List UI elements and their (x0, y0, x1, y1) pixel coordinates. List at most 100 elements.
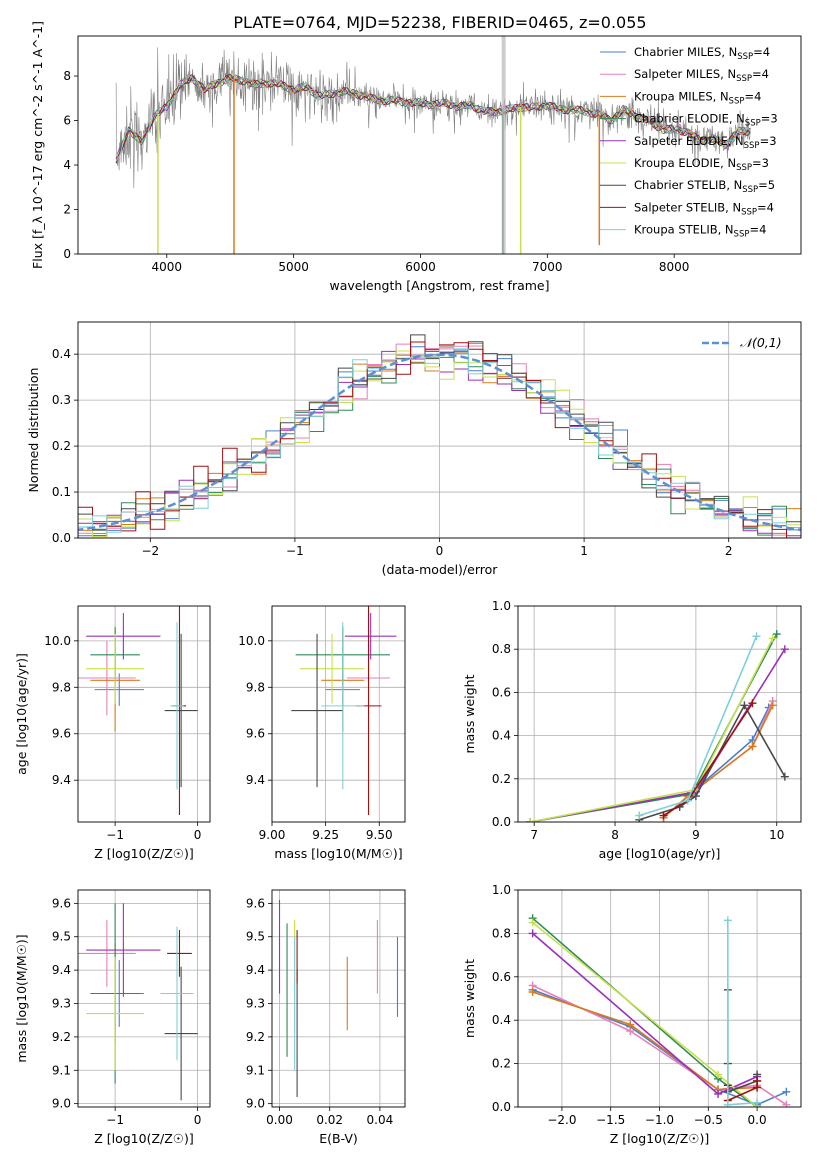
mass-weight-point (528, 987, 537, 996)
x-tick-label: −1.0 (645, 1113, 674, 1127)
legend-entry: Kroupa MILES, NSSP=4 (634, 89, 761, 106)
y-tick-label: 0.8 (492, 926, 511, 940)
y-axis-label: Normed distribution (26, 368, 41, 493)
y-tick-label: 9.1 (52, 1063, 71, 1077)
legend-entry: Salpeter STELIB, NSSP=4 (634, 200, 774, 217)
plot-area (291, 606, 397, 816)
x-tick-label: 0.0 (748, 1113, 767, 1127)
legend-value: =3 (760, 134, 777, 148)
x-axis-label: Z [log10(Z/Z☉)] (94, 846, 194, 861)
x-tick-label: −2.0 (547, 1113, 576, 1127)
legend-entry: Salpeter MILES, NSSP=4 (634, 67, 769, 84)
mass-weight-point (691, 792, 700, 801)
plot-area (78, 903, 198, 1101)
y-axis-label: mass weight (462, 674, 477, 753)
mass-weight-point (780, 772, 789, 781)
x-tick-label: −1 (106, 828, 124, 842)
y-tick-label: 8 (63, 69, 71, 83)
legend-subscript: SSP (741, 207, 757, 217)
mass-weight-series-line (532, 921, 758, 1107)
x-tick-label: −2 (141, 544, 159, 558)
x-tick-label: 0 (194, 1113, 202, 1127)
legend-subscript: SSP (742, 185, 758, 195)
y-tick-label: 9.5 (52, 930, 71, 944)
x-tick-label: 9.00 (259, 828, 286, 842)
y-tick-label: 9.4 (52, 773, 71, 787)
mass-weight-point (714, 1070, 723, 1079)
x-axis-label: wavelength [Angstrom, rest frame] (329, 278, 549, 293)
x-tick-label: 9.50 (366, 828, 393, 842)
mass-weight-point (723, 1100, 732, 1107)
masked-band (501, 36, 506, 254)
y-tick-label: 9.8 (246, 680, 265, 694)
legend-value: =4 (749, 223, 766, 237)
spectrum-panel: 4000 5000 6000 7000 8000 0 2 4 6 8 wavelength [Ang… (30, 21, 802, 293)
x-tick-label: 0.04 (367, 1113, 394, 1127)
y-tick-label: 9.6 (246, 727, 265, 741)
figure-title: PLATE=0764, MJD=52238, FIBERID=0465, z=0… (233, 13, 646, 32)
legend-value: =4 (752, 67, 769, 81)
legend-subscript: SSP (736, 74, 752, 84)
x-tick-label: 10 (769, 828, 784, 842)
legend-value: =4 (753, 45, 770, 59)
y-tick-label: 0.3 (52, 393, 71, 407)
y-tick-label: 0.8 (492, 642, 511, 656)
y-tick-label: 9.0 (52, 1097, 71, 1111)
y-tick-label: 9.6 (52, 727, 71, 741)
y-tick-label: 9.6 (246, 896, 265, 910)
model-spectrum-line (115, 75, 751, 162)
y-axis-label: age [log10(age/yr)] (14, 653, 29, 775)
mass-weight-point (626, 1020, 635, 1029)
y-tick-label: 0.4 (492, 729, 511, 743)
plot-area (78, 334, 801, 538)
mass-weight-series-line (727, 920, 758, 1106)
y-axis-label: mass weight (462, 959, 477, 1038)
legend-entry: Chabrier ELODIE, NSSP=3 (634, 112, 778, 129)
y-tick-label: 9.4 (246, 773, 265, 787)
x-axis-label: age [log10(age/yr)] (599, 846, 721, 861)
axes-frame (77, 35, 802, 255)
y-tick-label: 9.0 (246, 1097, 265, 1111)
mass-weight-series-line (727, 989, 758, 1093)
observed-spectrum-line (115, 47, 751, 189)
mass_vs_Z-panel: −1 0 9.0 9.1 9.2 9.3 9.4 9.5 9.6 Z [log10(Z/Z☉)] m… (14, 889, 211, 1146)
x-tick-label: 6000 (405, 260, 436, 274)
x-tick-label: 4000 (152, 260, 183, 274)
mass-weight-point (782, 1087, 791, 1096)
legend-value: =3 (752, 156, 769, 170)
y-tick-label: 9.2 (246, 1030, 265, 1044)
axes-frame (517, 889, 802, 1108)
y-axis-label: mass [log10(M/M☉)] (14, 934, 29, 1062)
mass-weight-series-line (529, 633, 778, 822)
legend-subscript: SSP (729, 96, 745, 106)
y-tick-label: 0.0 (492, 1100, 511, 1114)
mass-weight-point (683, 796, 692, 805)
y-tick-label: 0.2 (492, 1057, 511, 1071)
y-tick-label: 1.0 (492, 883, 511, 897)
x-tick-label: 7000 (532, 260, 563, 274)
legend-entry: Chabrier MILES, NSSP=4 (634, 45, 770, 62)
x-tick-label: −1 (106, 1113, 124, 1127)
x-axis-label: mass [log10(M/M☉)] (274, 846, 402, 861)
y-tick-label: 9.4 (52, 963, 71, 977)
y-axis-label: Flux [f_λ 10^-17 erg cm^-2 s^-1 A^-1] (30, 21, 45, 269)
x-tick-label: 0 (194, 828, 202, 842)
mass-weight-point (714, 1089, 723, 1098)
spectrum-legend: Chabrier MILES, NSSP=4 Salpeter MILES, NS… (600, 45, 778, 240)
x-tick-label: 0.00 (266, 1113, 293, 1127)
y-tick-label: 9.3 (52, 997, 71, 1011)
legend-value: =4 (744, 89, 761, 103)
y-tick-label: 0.2 (492, 772, 511, 786)
legend-value: =4 (757, 200, 774, 214)
x-tick-label: 5000 (278, 260, 309, 274)
mass-weight-point (528, 918, 537, 927)
y-tick-label: 0.2 (52, 439, 71, 453)
x-tick-label: 9 (692, 828, 700, 842)
legend-entry: Salpeter ELODIE, NSSP=3 (634, 134, 777, 151)
mass-weight-point (753, 1098, 762, 1107)
mass-weight-point (782, 1100, 791, 1107)
plot-area (78, 606, 198, 816)
y-tick-label: 0.0 (492, 815, 511, 829)
axes-frame (77, 605, 211, 823)
legend-entry: Kroupa ELODIE, NSSP=3 (634, 156, 769, 173)
